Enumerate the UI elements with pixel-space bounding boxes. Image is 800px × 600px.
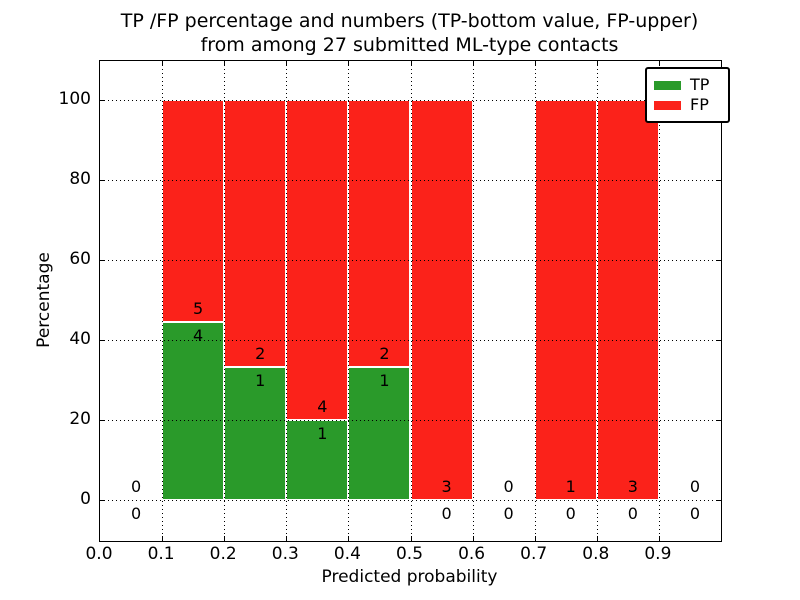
tp-count-label: 0 (503, 504, 514, 523)
x-tick-top (162, 61, 164, 66)
x-tick-top (472, 61, 474, 66)
tp-count-label: 0 (565, 504, 576, 523)
y-tick-right (716, 420, 721, 421)
x-tick-bottom (162, 536, 164, 541)
y-tick-label: 40 (69, 329, 91, 349)
x-tick-label: 0.7 (520, 544, 548, 564)
x-tick-label: 0.1 (147, 544, 175, 564)
x-tick-bottom (596, 536, 598, 541)
x-tick-bottom (348, 536, 350, 541)
x-tick-label: 0.4 (333, 544, 361, 564)
fp-count-label: 2 (379, 343, 390, 363)
x-tick-label: 0.2 (209, 544, 237, 564)
y-tick-label: 100 (58, 89, 91, 109)
tp-color-swatch (654, 80, 681, 90)
y-tick-left (100, 260, 105, 261)
legend-entry-tp: TP (654, 76, 721, 94)
fp-count-label: 3 (441, 477, 452, 496)
x-gridline (658, 61, 660, 541)
x-gridline (286, 61, 288, 541)
fp-bar-segment (534, 100, 597, 500)
tp-count-label: 0 (441, 504, 452, 523)
x-tick-bottom (534, 536, 536, 541)
x-gridline (410, 61, 412, 541)
fp-count-label: 4 (317, 397, 328, 416)
y-tick-left (100, 500, 105, 501)
legend-entry-fp: FP (654, 96, 721, 114)
tp-count-label: 1 (379, 370, 390, 390)
fp-bar-segment (348, 100, 411, 367)
tp-bar-segment (224, 366, 287, 500)
x-gridline (348, 61, 350, 541)
x-tick-bottom (224, 536, 226, 541)
fp-bar-segment (410, 100, 473, 500)
fp-count-label: 5 (193, 299, 204, 319)
y-tick-left (100, 340, 105, 341)
x-tick-top (348, 61, 350, 66)
legend-label-tp: TP (690, 75, 710, 94)
fp-count-label: 0 (130, 477, 142, 496)
x-axis-label: Predicted probability (321, 567, 498, 587)
tp-count-label: 4 (193, 326, 204, 346)
x-tick-label: 0.9 (644, 544, 672, 564)
x-tick-label: 0.8 (582, 544, 610, 564)
x-tick-top (286, 61, 288, 66)
y-tick-right (716, 180, 721, 181)
tp-count-label: 1 (255, 370, 266, 390)
fp-count-label: 2 (255, 343, 266, 363)
plot-area: 0 0 5 4 2 1 4 1 2 1 3 0 0 0 1 0 3 0 0 0 TP FP (99, 60, 730, 542)
x-gridline (472, 61, 474, 541)
x-tick-bottom (410, 536, 412, 541)
tp-count-label: 0 (689, 504, 701, 523)
y-tick-right (716, 260, 721, 261)
y-tick-label: 0 (80, 489, 91, 509)
chart-title: TP /FP percentage and numbers (TP-bottom… (99, 9, 720, 57)
tp-count-label: 0 (130, 504, 142, 523)
tp-count-label: 1 (317, 424, 328, 443)
y-tick-right (716, 500, 721, 501)
x-gridline (596, 61, 598, 541)
x-tick-bottom (286, 536, 288, 541)
fp-count-label: 3 (627, 477, 638, 496)
fp-bar-segment (224, 100, 287, 367)
fp-bar-segment (162, 100, 225, 323)
chart-title-line2: from among 27 submitted ML-type contacts (200, 34, 619, 56)
x-tick-top (224, 61, 226, 66)
x-gridline (162, 61, 164, 541)
x-gridline (224, 61, 226, 541)
fp-bar-segment (596, 100, 659, 500)
y-tick-right (716, 340, 721, 341)
fp-count-label: 0 (503, 477, 514, 496)
fp-count-label: 0 (689, 477, 701, 496)
y-tick-label: 20 (69, 409, 91, 429)
x-tick-top (596, 61, 598, 66)
x-tick-label: 0.6 (458, 544, 486, 564)
x-tick-bottom (472, 536, 474, 541)
y-tick-label: 80 (69, 169, 91, 189)
tp-bar-segment (348, 366, 411, 500)
tp-bar-segment (162, 322, 225, 500)
x-tick-label: 0.0 (85, 544, 113, 564)
x-tick-top (534, 61, 536, 66)
x-tick-top (410, 61, 412, 66)
fp-count-label: 1 (565, 477, 576, 496)
y-tick-left (100, 180, 105, 181)
x-tick-label: 0.5 (395, 544, 424, 564)
x-gridline (534, 61, 536, 541)
y-tick-left (100, 420, 105, 421)
x-tick-bottom (658, 536, 660, 541)
y-tick-left (100, 100, 105, 101)
y-tick-label: 60 (69, 249, 91, 269)
fp-color-swatch (654, 100, 681, 110)
tp-count-label: 0 (627, 504, 638, 523)
x-tick-label: 0.3 (271, 544, 299, 564)
legend: TP FP (645, 67, 730, 123)
legend-label-fp: FP (690, 95, 709, 114)
chart-title-line1: TP /FP percentage and numbers (TP-bottom… (120, 10, 699, 32)
x-tick-top (658, 61, 660, 66)
